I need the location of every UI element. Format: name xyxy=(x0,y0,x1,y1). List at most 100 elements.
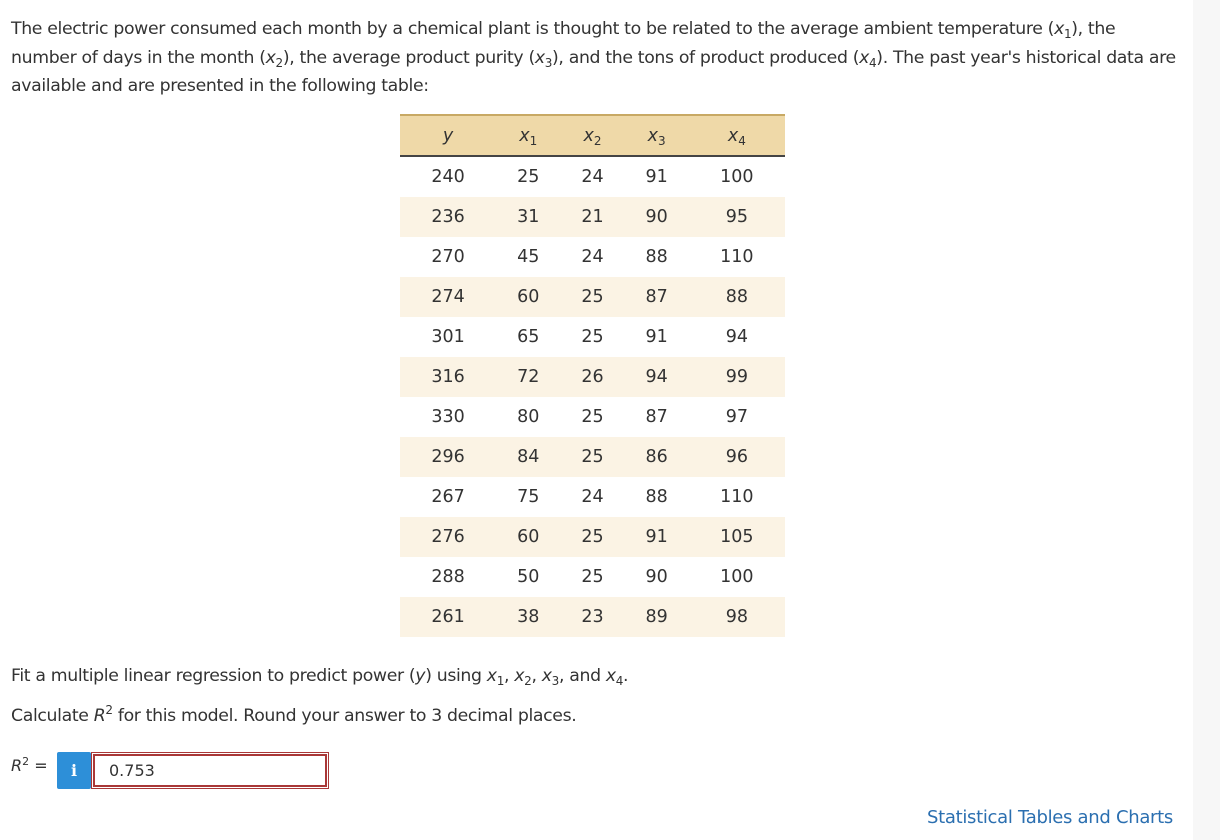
intro-text: ), the number of days in the month ( xyxy=(11,19,1116,68)
table-cell-y: 240 xyxy=(431,167,465,187)
table-cell-x1: 84 xyxy=(517,447,540,467)
answer-label: R2 = xyxy=(11,755,48,775)
table-cell-x4: 110 xyxy=(720,247,754,267)
table-cell-y: 276 xyxy=(431,527,465,547)
table-row: 267 75 24 88 110 xyxy=(400,477,785,517)
question-text: Fit a multiple linear regression to pred… xyxy=(11,666,416,686)
var-x: x xyxy=(541,666,552,686)
info-icon[interactable]: i xyxy=(57,752,91,789)
table-row: 276 60 25 91 105 xyxy=(400,517,785,557)
question-text: , xyxy=(503,666,515,686)
var-sub: 1 xyxy=(1063,27,1072,41)
r-squared-input[interactable] xyxy=(91,752,329,789)
var-x: x xyxy=(265,47,276,68)
table-row: 270 45 24 88 110 xyxy=(400,237,785,277)
var-x: x xyxy=(859,47,869,68)
table-cell-x2: 21 xyxy=(581,207,604,227)
table-cell-x1: 38 xyxy=(517,607,540,627)
table-cell-x2: 24 xyxy=(581,167,604,187)
table-cell-x1: 65 xyxy=(517,327,540,347)
table-cell-y: 261 xyxy=(431,607,465,627)
column-header-x3: x3 xyxy=(624,114,689,157)
table-cell-x1: 31 xyxy=(517,207,540,227)
intro-text: ), the average product purity ( xyxy=(282,47,535,68)
table-body: 240 25 24 91 100 236 31 21 90 95 270 45 24 88 110 274 60… xyxy=(400,156,785,637)
table-cell-x4: 105 xyxy=(720,527,754,547)
question-text: . xyxy=(623,666,629,686)
table-cell-x3: 94 xyxy=(645,367,668,387)
table-cell-x3: 87 xyxy=(645,287,668,307)
column-header-x1: x1 xyxy=(496,114,561,157)
statistical-tables-link[interactable]: Statistical Tables and Charts xyxy=(926,807,1173,828)
table-cell-x1: 72 xyxy=(517,367,540,387)
table-cell-y: 296 xyxy=(431,447,465,467)
data-table: y x1 x2 x3 x4 240 25 24 91 100 236 31 21 90 95 270… xyxy=(400,114,785,637)
table-cell-y: 316 xyxy=(431,367,465,387)
table-cell-x2: 25 xyxy=(581,567,604,587)
question-text: , and xyxy=(558,666,606,686)
var-sub: 4 xyxy=(615,674,624,688)
table-cell-x4: 95 xyxy=(725,207,748,227)
var-x: x xyxy=(486,666,497,686)
table-cell-x4: 100 xyxy=(720,567,754,587)
table-cell-x3: 90 xyxy=(645,207,668,227)
var-x: x xyxy=(534,47,545,68)
table-row: 274 60 25 87 88 xyxy=(400,277,785,317)
table-cell-x4: 96 xyxy=(725,447,748,467)
table-cell-x3: 90 xyxy=(645,567,668,587)
table-cell-x2: 25 xyxy=(581,527,604,547)
table-cell-x2: 25 xyxy=(581,447,604,467)
table-cell-x4: 110 xyxy=(720,487,754,507)
table-cell-x3: 88 xyxy=(645,487,668,507)
table-cell-x3: 86 xyxy=(645,447,668,467)
table-row: 330 80 25 87 97 xyxy=(400,397,785,437)
column-header-x4: x4 xyxy=(688,114,785,157)
table-cell-y: 330 xyxy=(431,407,465,427)
table-row: 261 38 23 89 98 xyxy=(400,597,785,637)
table-cell-x4: 97 xyxy=(725,407,748,427)
table-cell-x2: 25 xyxy=(581,327,604,347)
table-cell-x1: 25 xyxy=(517,167,540,187)
table-cell-x2: 24 xyxy=(581,247,604,267)
info-icon-glyph: i xyxy=(70,761,78,780)
table-cell-x2: 24 xyxy=(581,487,604,507)
table-cell-x2: 26 xyxy=(581,367,604,387)
var-sub: 3 xyxy=(551,674,560,688)
question-text: , xyxy=(531,666,542,686)
intro-text: The electric power consumed each month b… xyxy=(11,19,1055,39)
table-cell-x3: 91 xyxy=(645,327,668,347)
var-x: x xyxy=(1054,19,1064,39)
column-header-y: y xyxy=(400,114,497,157)
var-x: x xyxy=(605,666,616,686)
table-cell-y: 301 xyxy=(431,327,465,347)
table-row: 301 65 25 91 94 xyxy=(400,317,785,357)
r-superscript: 2 xyxy=(105,703,113,717)
var-sub: 2 xyxy=(275,55,284,70)
question-calculate: Calculate R2 for this model. Round your … xyxy=(11,703,577,726)
r-symbol: R xyxy=(11,756,23,775)
table-row: 288 50 25 90 100 xyxy=(400,557,785,597)
table-cell-y: 236 xyxy=(431,207,465,227)
table-cell-x2: 25 xyxy=(581,407,604,427)
var-sub: 1 xyxy=(496,674,505,688)
page-right-gutter xyxy=(1193,0,1220,840)
table-cell-x3: 87 xyxy=(645,407,668,427)
problem-intro: The electric power consumed each month b… xyxy=(11,16,1181,101)
table-row: 296 84 25 86 96 xyxy=(400,437,785,477)
var-sub: 4 xyxy=(869,55,877,70)
table-cell-x3: 91 xyxy=(645,527,668,547)
equals-sign: = xyxy=(29,756,48,775)
table-cell-x3: 89 xyxy=(645,607,668,627)
column-header-x2: x2 xyxy=(560,114,625,157)
intro-text: ). The past year's historical data are a… xyxy=(11,47,1176,97)
table-cell-x1: 75 xyxy=(517,487,540,507)
table-cell-x1: 80 xyxy=(517,407,540,427)
r-symbol: R xyxy=(93,706,106,726)
table-cell-x4: 98 xyxy=(725,607,748,627)
table-cell-x3: 88 xyxy=(645,247,668,267)
r-superscript: 2 xyxy=(22,755,30,768)
table-row: 240 25 24 91 100 xyxy=(400,156,785,197)
var-x: x xyxy=(514,666,525,686)
table-cell-x1: 45 xyxy=(517,247,540,267)
question-text: Calculate xyxy=(11,706,94,726)
